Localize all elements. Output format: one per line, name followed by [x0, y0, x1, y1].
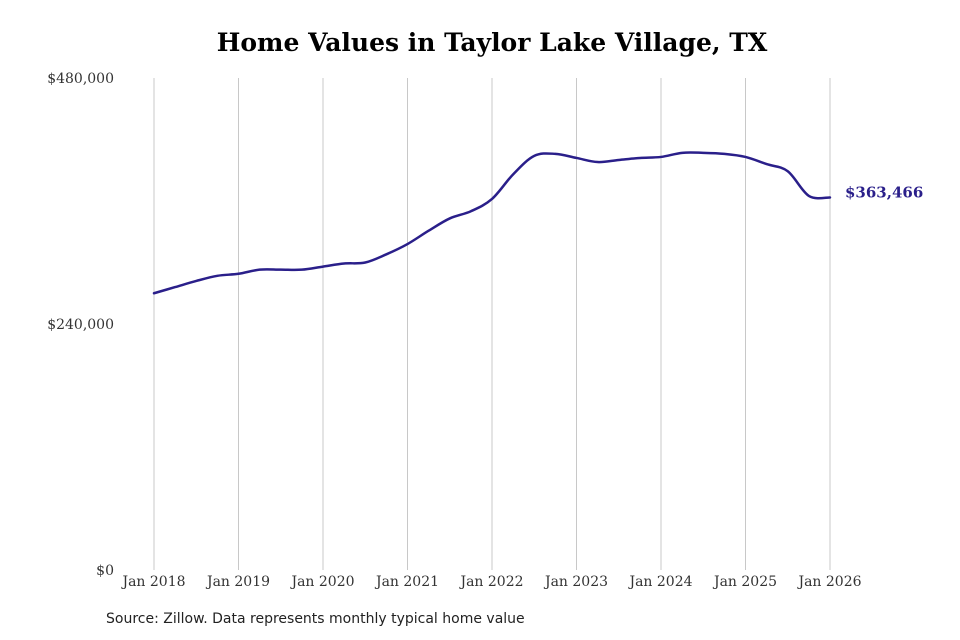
y-tick-label: $0 [96, 563, 114, 579]
y-axis-ticks: $0 $240,000 $480,000 [47, 71, 114, 579]
x-tick-label: Jan 2020 [289, 574, 354, 590]
chart-title: Home Values in Taylor Lake Village, TX [216, 28, 768, 57]
x-tick-label: Jan 2023 [543, 574, 608, 590]
x-axis-ticks: Jan 2018 Jan 2019 Jan 2020 Jan 2021 Jan 2022… [120, 574, 861, 590]
x-tick-label: Jan 2022 [458, 574, 523, 590]
x-tick-label: Jan 2019 [205, 574, 270, 590]
x-tick-label: Jan 2024 [627, 574, 692, 590]
series-line [152, 151, 832, 295]
x-tick-label: Jan 2021 [374, 574, 439, 590]
series-layer [152, 151, 832, 295]
source-note: Source: Zillow. Data represents monthly … [106, 611, 525, 627]
end-value-label: $363,466 [845, 183, 923, 201]
end-label-layer: $363,466 [845, 183, 923, 201]
gridlines [153, 78, 831, 570]
x-tick-label: Jan 2025 [712, 574, 777, 590]
x-tick-label: Jan 2018 [120, 574, 185, 590]
y-tick-label: $480,000 [47, 71, 114, 87]
y-tick-label: $240,000 [47, 317, 114, 333]
x-tick-label: Jan 2026 [796, 574, 861, 590]
